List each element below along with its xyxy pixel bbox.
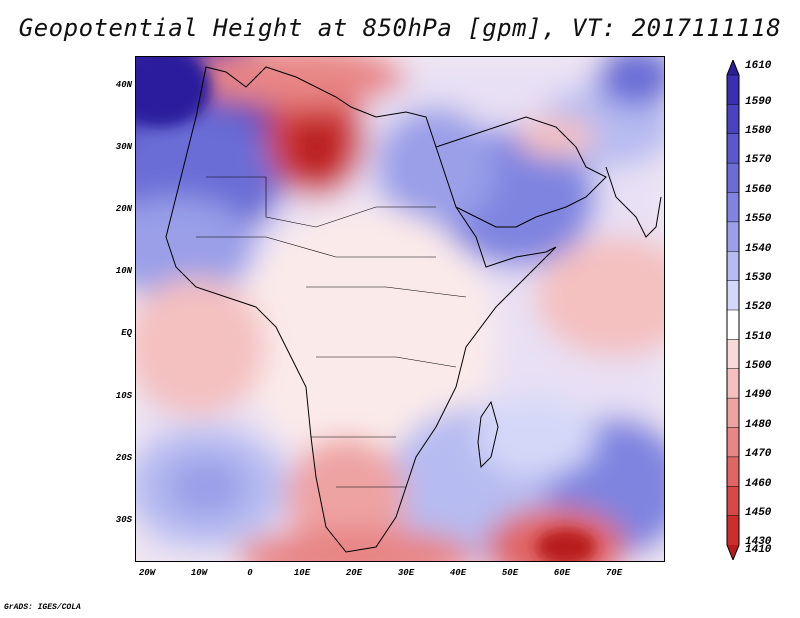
lat-label-10s: 10S (115, 391, 132, 401)
lon-label-0: 0 (247, 568, 253, 578)
lon-label-70e: 70E (605, 568, 623, 578)
lon-label-20w: 20W (138, 568, 156, 578)
grads-credit: GrADS: IGES/COLA (4, 603, 81, 612)
colorbar-swatch (726, 339, 740, 370)
colorbar-swatch (726, 309, 740, 341)
lon-label-30e: 30E (397, 568, 415, 578)
colorbar-label: 1530 (745, 271, 772, 284)
lat-label-40n: 40N (115, 80, 132, 90)
colorbar-label: 1540 (745, 242, 772, 255)
map-plot-area (135, 56, 665, 562)
lon-label-40e: 40E (449, 568, 467, 578)
lon-label-10w: 10W (190, 568, 208, 578)
colorbar-swatch (727, 545, 739, 560)
colorbar-label: 1490 (745, 389, 772, 402)
colorbar-label: 1410 (745, 544, 772, 556)
colorbar-swatch (726, 515, 740, 546)
lon-label-10e: 10E (293, 568, 311, 578)
colorbar-label: 1450 (745, 506, 772, 519)
geopotential-field (136, 57, 664, 561)
colorbar-swatch (726, 486, 740, 517)
colorbar-swatch (726, 251, 740, 282)
lat-label-20s: 20S (115, 453, 132, 463)
colorbar-swatch (726, 427, 740, 458)
colorbar-label: 1480 (745, 418, 772, 431)
colorbar-label: 1520 (745, 301, 772, 314)
colorbar-label: 1610 (745, 60, 772, 72)
colorbar-swatch (726, 74, 740, 106)
colorbar-label: 1550 (745, 213, 772, 226)
colorbar-label: 1460 (745, 477, 772, 490)
colorbar-swatch (726, 133, 740, 164)
colorbar-swatch (726, 104, 740, 135)
colorbar (726, 60, 740, 560)
lat-label-20n: 20N (115, 204, 132, 214)
colorbar-label: 1590 (745, 95, 772, 108)
colorbar-swatch (726, 397, 740, 429)
colorbar-label: 1510 (745, 330, 772, 343)
colorbar-swatch (726, 280, 740, 311)
lon-label-20e: 20E (345, 568, 363, 578)
colorbar-label: 1500 (745, 360, 772, 373)
colorbar-label: 1470 (745, 448, 772, 461)
colorbar-swatch (727, 60, 739, 75)
chart-title: Geopotential Height at 850hPa [gpm], VT:… (18, 14, 782, 42)
lat-label-30n: 30N (115, 142, 132, 152)
colorbar-swatch (726, 456, 740, 487)
lon-label-60e: 60E (553, 568, 571, 578)
colorbar-label: 1580 (745, 125, 772, 138)
colorbar-swatch (726, 368, 740, 399)
colorbar-swatch (726, 162, 740, 194)
lat-label-10n: 10N (115, 266, 132, 276)
colorbar-label: 1560 (745, 183, 772, 196)
lon-label-50e: 50E (501, 568, 519, 578)
colorbar-label: 1430 (745, 536, 772, 549)
colorbar-swatch (726, 221, 740, 252)
lat-label-30s: 30S (115, 515, 132, 525)
colorbar-label: 1570 (745, 154, 772, 167)
lat-label-eq: EQ (121, 328, 132, 338)
colorbar-swatch (726, 192, 740, 223)
